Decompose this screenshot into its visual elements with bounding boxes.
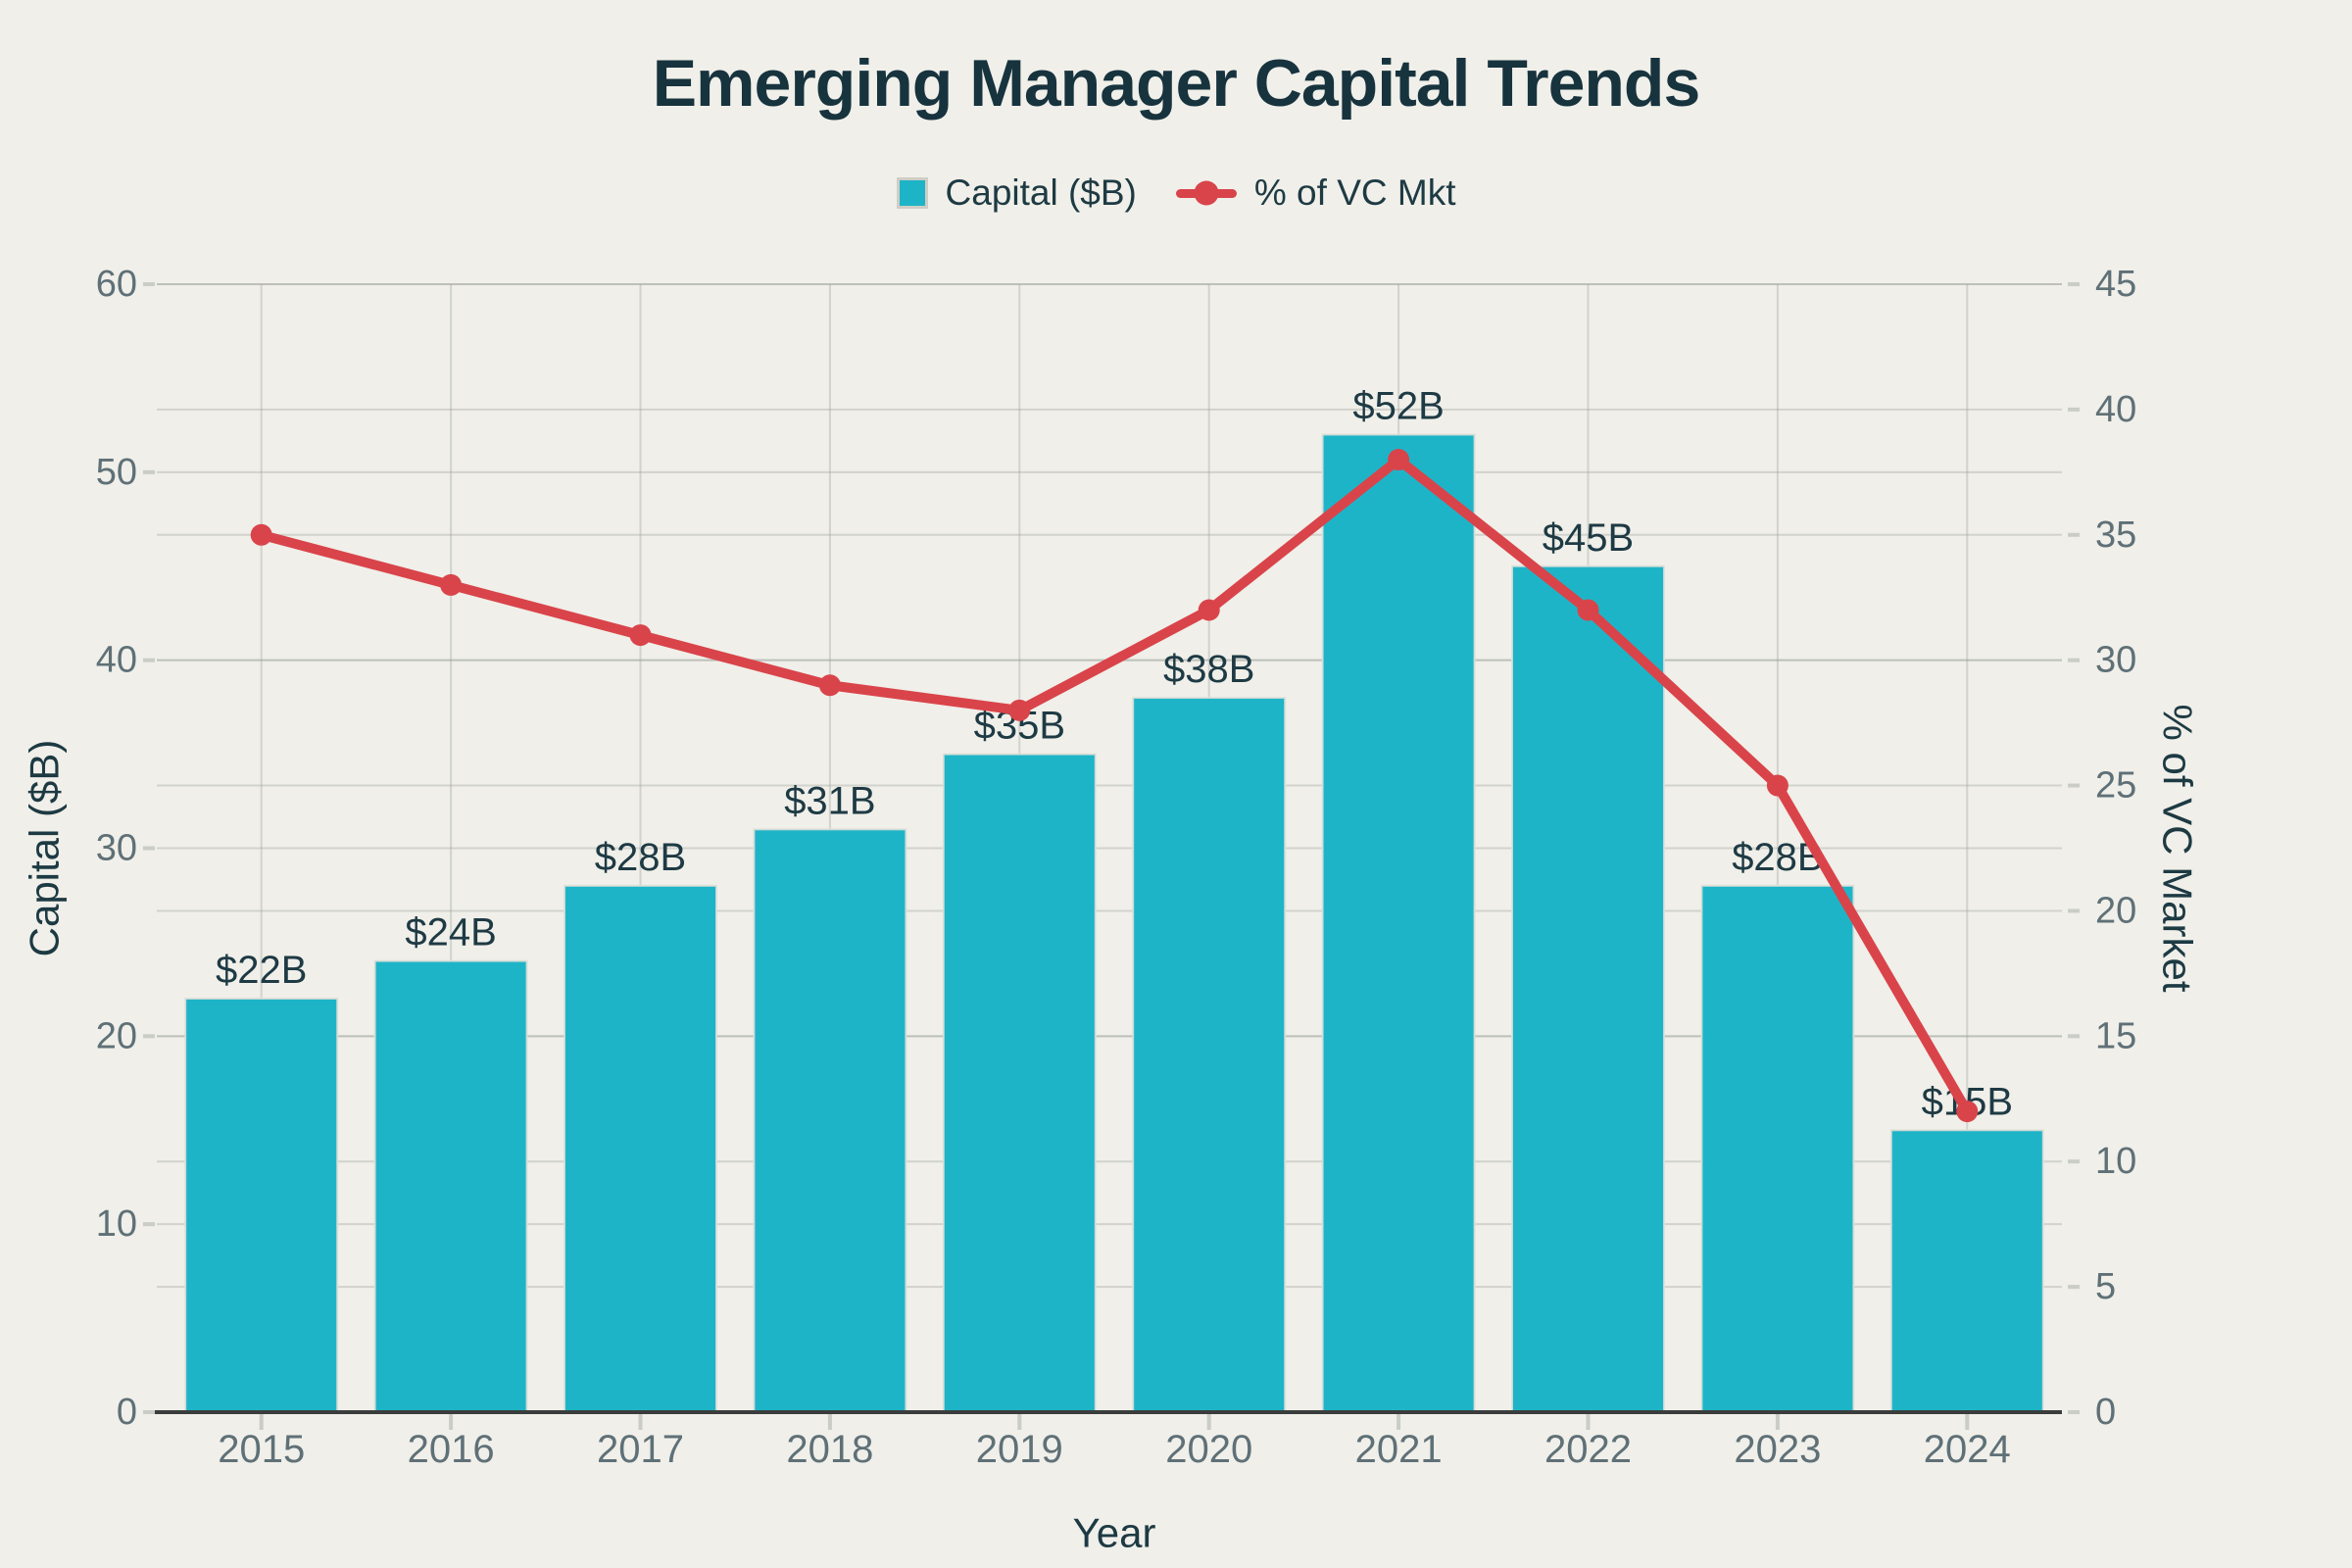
bar-label-2016: $24B <box>405 911 496 955</box>
legend-item-capital[interactable]: Capital ($B) <box>896 172 1137 214</box>
pct-dot-icon <box>1194 180 1219 206</box>
pct-point-2020[interactable] <box>1198 599 1220 621</box>
legend-item-pct[interactable]: % of VC Mkt <box>1175 172 1456 214</box>
pct-point-2015[interactable] <box>250 523 272 546</box>
pct-point-2018[interactable] <box>818 674 841 697</box>
right-tick-label: 10 <box>2095 1141 2136 1182</box>
bar-2019[interactable] <box>942 753 1097 1413</box>
legend-label-capital: Capital ($B) <box>945 172 1137 213</box>
left-tick-label: 10 <box>96 1203 137 1245</box>
left-tick-label: 50 <box>96 452 137 493</box>
bar-2022[interactable] <box>1511 564 1665 1413</box>
left-tick-label: 30 <box>96 828 137 869</box>
pct-point-2016[interactable] <box>440 573 463 596</box>
bar-2016[interactable] <box>373 959 528 1413</box>
bar-label-2017: $28B <box>595 836 686 879</box>
bar-2015[interactable] <box>184 997 339 1413</box>
y-axis-title-left: Capital ($B) <box>22 740 68 957</box>
right-tick-label: 5 <box>2095 1266 2116 1307</box>
bar-label-2020: $38B <box>1163 648 1254 691</box>
legend-label-pct: % of VC Mkt <box>1253 172 1456 213</box>
right-tick-label: 15 <box>2095 1015 2136 1056</box>
pct-line-swatch-icon <box>1175 180 1237 206</box>
capital-swatch-icon <box>896 177 928 209</box>
chart-title: Emerging Manager Capital Trends <box>652 46 1701 121</box>
bar-2024[interactable] <box>1889 1129 2044 1413</box>
bar-label-2021: $52B <box>1352 384 1444 427</box>
x-tick-label-2020: 2020 <box>1165 1428 1252 1471</box>
bar-label-2022: $45B <box>1543 516 1634 560</box>
left-tick-label: 20 <box>96 1015 137 1056</box>
x-tick-label-2019: 2019 <box>976 1428 1063 1471</box>
right-tick-label: 25 <box>2095 765 2136 807</box>
pct-point-2019[interactable] <box>1008 699 1031 721</box>
x-tick-label-2021: 2021 <box>1355 1428 1443 1471</box>
left-tick-label: 40 <box>96 640 137 681</box>
bar-2021[interactable] <box>1321 433 1476 1413</box>
bar-2023[interactable] <box>1700 884 1855 1413</box>
bar-2017[interactable] <box>564 884 717 1413</box>
pct-point-2023[interactable] <box>1766 774 1788 797</box>
x-tick-label-2023: 2023 <box>1734 1428 1821 1471</box>
pct-line <box>256 455 1973 1117</box>
y-axis-title-right: % of VC Market <box>2155 704 2201 992</box>
pct-point-2022[interactable] <box>1577 599 1599 621</box>
right-tick-label: 45 <box>2095 264 2136 305</box>
x-tick-label-2015: 2015 <box>218 1428 305 1471</box>
legend: Capital ($B) % of VC Mkt <box>0 172 2352 214</box>
bar-2020[interactable] <box>1132 697 1287 1413</box>
left-tick-label: 60 <box>96 264 137 305</box>
x-axis-title: Year <box>1073 1510 1156 1556</box>
pct-point-2017[interactable] <box>629 624 652 647</box>
x-tick-label-2018: 2018 <box>786 1428 873 1471</box>
bar-2018[interactable] <box>753 828 907 1413</box>
x-tick-label-2024: 2024 <box>1924 1428 2011 1471</box>
pct-point-2021[interactable] <box>1388 449 1410 471</box>
right-tick-label: 20 <box>2095 890 2136 931</box>
right-tick-label: 35 <box>2095 514 2136 556</box>
pct-point-2024[interactable] <box>1956 1101 1979 1123</box>
right-tick-label: 40 <box>2095 389 2136 430</box>
x-tick-label-2017: 2017 <box>597 1428 684 1471</box>
x-tick-label-2016: 2016 <box>408 1428 495 1471</box>
bar-label-2018: $31B <box>784 779 875 822</box>
right-tick-label: 30 <box>2095 640 2136 681</box>
x-tick-label-2022: 2022 <box>1544 1428 1632 1471</box>
bar-label-2015: $22B <box>216 949 307 992</box>
right-tick-label: 0 <box>2095 1392 2116 1433</box>
left-tick-label: 0 <box>117 1392 137 1433</box>
